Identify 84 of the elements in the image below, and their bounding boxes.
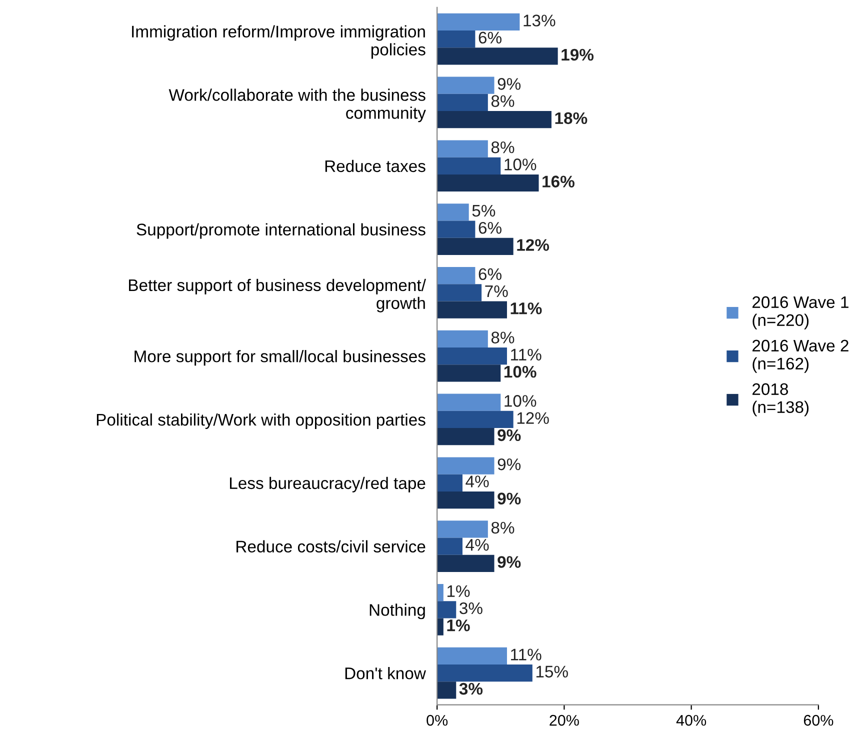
data-label: 10% [504, 158, 536, 170]
bar [437, 157, 501, 174]
x-tick-label: 40% [676, 714, 706, 726]
data-label: 4% [466, 539, 489, 551]
data-label: 9% [498, 458, 521, 470]
bar [437, 584, 444, 602]
data-label: 16% [542, 176, 574, 188]
data-label: 18% [555, 112, 588, 124]
data-label: 3% [460, 602, 482, 614]
bar [437, 491, 494, 509]
bar [437, 554, 494, 572]
bar [437, 410, 514, 428]
bar [437, 364, 501, 382]
x-tick-label: 60% [804, 714, 834, 726]
bar [437, 520, 488, 538]
data-label: 5% [472, 204, 496, 217]
data-label: 11% [511, 648, 542, 660]
bar [437, 48, 558, 65]
data-label: 6% [478, 268, 502, 280]
bar [437, 220, 476, 238]
legend-label: 2016 Wave 2 (n=162) [752, 340, 848, 373]
data-label: 10% [504, 395, 536, 407]
data-label: 19% [562, 48, 594, 61]
y-tick-label: Work/collaborate with the business community [168, 88, 426, 122]
data-label: 8% [491, 332, 514, 344]
y-tick-label: Better support of business development/ growth [129, 278, 426, 312]
bar [437, 140, 488, 158]
bar [437, 301, 507, 318]
data-label: 11% [510, 302, 542, 314]
data-label: 1% [447, 620, 470, 632]
data-label: 1% [447, 585, 470, 597]
data-label: 9% [498, 492, 521, 504]
data-label: 13% [524, 14, 556, 26]
y-tick-label: Less bureaucracy/red tape [230, 476, 426, 492]
bar [437, 457, 494, 474]
y-tick-label: Reduce costs/civil service [236, 540, 426, 552]
y-tick-label: Nothing [370, 604, 425, 620]
y-tick-label: Political stability/Work with opposition parties [96, 413, 426, 429]
data-label: 9% [498, 429, 521, 442]
bar [437, 647, 507, 665]
data-label: 8% [491, 141, 514, 154]
data-label: 12% [517, 239, 550, 251]
bar [437, 394, 501, 411]
bar [437, 664, 532, 682]
legend-label: 2018 (n=138) [752, 383, 809, 416]
data-label: 11% [511, 348, 542, 360]
y-tick-label: Immigration reform/Improve immigration policies [132, 25, 426, 59]
bar [437, 618, 444, 636]
data-label: 9% [498, 78, 521, 90]
y-tick-label: More support for small/local businesses [134, 350, 426, 366]
legend-label: 2016 Wave 1 (n=220) [752, 296, 848, 330]
bar [437, 330, 488, 348]
data-label: 3% [459, 682, 483, 695]
bar [437, 682, 456, 699]
bar [437, 174, 539, 192]
data-label: 8% [491, 522, 514, 534]
bar [437, 601, 456, 618]
data-label: 9% [498, 556, 521, 568]
data-label: 10% [504, 366, 536, 378]
bar [437, 238, 514, 255]
data-label: 15% [536, 666, 568, 678]
data-label: 8% [491, 95, 514, 107]
data-label: 6% [478, 222, 502, 234]
x-tick-label: 0% [426, 714, 448, 726]
bar [437, 284, 482, 302]
bar [437, 538, 462, 555]
data-label: 12% [517, 412, 549, 424]
bar [437, 267, 476, 284]
bar [437, 348, 507, 365]
x-tick-label: 20% [550, 714, 579, 726]
bar [437, 474, 462, 492]
y-tick-label: Support/promote international business [136, 223, 426, 239]
bar [437, 204, 469, 221]
bar [437, 428, 494, 446]
bar [437, 111, 552, 128]
data-label: 4% [466, 476, 489, 488]
bar [437, 13, 520, 31]
bar [437, 30, 476, 48]
data-label: 7% [485, 285, 508, 298]
y-tick-label: Reduce taxes [325, 160, 426, 172]
y-tick-label: Don't know [345, 667, 426, 680]
bar [437, 94, 488, 112]
bar [437, 76, 494, 94]
data-label: 6% [478, 32, 502, 44]
